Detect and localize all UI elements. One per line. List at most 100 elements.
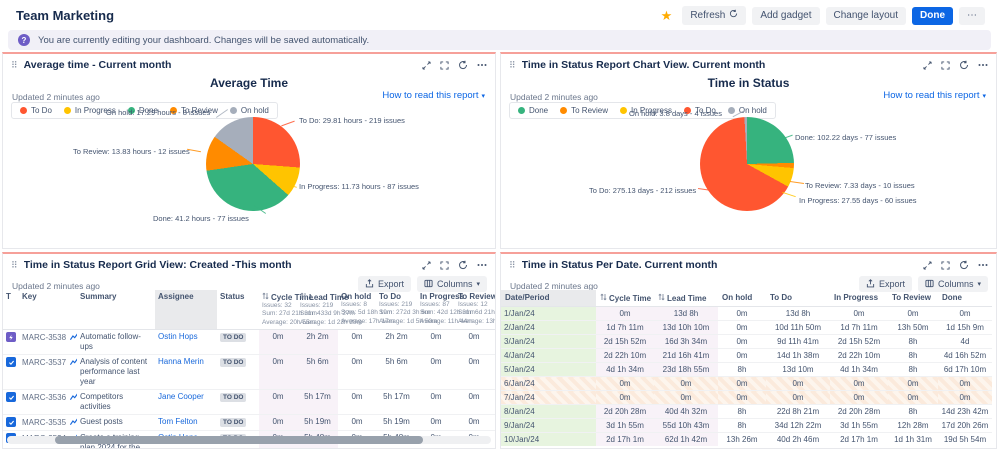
gadget-header-icons: [422, 260, 487, 270]
fullscreen-gadget-icon[interactable]: [941, 261, 950, 270]
drag-handle-icon[interactable]: ⠿: [509, 260, 516, 271]
legend-item[interactable]: On hold: [728, 106, 767, 115]
fullscreen-gadget-icon[interactable]: [440, 61, 449, 70]
average-time-pie-chart[interactable]: [206, 117, 300, 211]
value-cell: 0m: [938, 307, 992, 321]
value-cell: 0m: [888, 391, 938, 405]
legend-item[interactable]: Done: [518, 106, 548, 115]
gadget-more-icon[interactable]: [477, 63, 487, 67]
value-cell: 0m: [455, 355, 493, 390]
refresh-button[interactable]: Refresh: [682, 6, 746, 25]
gadget-more-icon[interactable]: [978, 63, 988, 67]
per-date-table-container: Date/PeriodCycle TimeLead TimeOn holdTo …: [501, 290, 996, 448]
date-row: 8/Jan/242d 20h 28m40d 4h 32m8h22d 8h 21m…: [501, 405, 992, 419]
stat-sum: Sum: 272d 3h 6m: [379, 309, 414, 317]
refresh-gadget-icon[interactable]: [458, 60, 468, 70]
more-button[interactable]: ⋯: [959, 7, 985, 25]
fullscreen-gadget-icon[interactable]: [941, 61, 950, 70]
minimize-gadget-icon[interactable]: [923, 261, 932, 270]
column-header-t: T: [3, 290, 19, 330]
assignee-link[interactable]: Jane Cooper: [158, 392, 204, 401]
value-cell: 0m: [830, 391, 888, 405]
drag-handle-icon[interactable]: ⠿: [11, 260, 18, 271]
date-cell: 7/Jan/24: [501, 391, 596, 405]
minimize-gadget-icon[interactable]: [422, 61, 431, 70]
favorite-star-icon[interactable]: ★: [661, 8, 673, 24]
stat-sum: Sum: 5d 18h 19m: [341, 309, 373, 317]
sort-icon[interactable]: [262, 292, 269, 302]
legend-item[interactable]: On hold: [230, 106, 269, 115]
value-cell: 2h 2m: [376, 330, 417, 355]
minimize-gadget-icon[interactable]: [923, 61, 932, 70]
refresh-gadget-icon[interactable]: [959, 260, 969, 270]
issue-key: MARC-3535: [22, 418, 66, 427]
column-header-cycle-time[interactable]: Cycle TimeIssues: 32Sum: 27d 21h 31mAver…: [259, 290, 297, 330]
value-cell: 62d 1h 42m: [654, 433, 718, 447]
legend-item[interactable]: To Do: [20, 106, 52, 115]
refresh-gadget-icon[interactable]: [959, 60, 969, 70]
fullscreen-gadget-icon[interactable]: [440, 261, 449, 270]
scrollbar-thumb[interactable]: [55, 436, 423, 444]
assignee-cell: Hanna Merin: [155, 355, 217, 390]
value-cell: 23d 18h 55m: [654, 363, 718, 377]
label-leader-line: [281, 121, 294, 127]
value-cell: 2h 2m: [297, 330, 338, 355]
issue-type-icon: [6, 417, 16, 427]
column-header-to-review: To Review: [888, 290, 938, 307]
how-to-read-link[interactable]: How to read this report▾: [382, 90, 485, 101]
legend-item[interactable]: To Review: [560, 106, 608, 115]
issue-key-cell: MARC-3536: [19, 390, 77, 415]
how-to-read-label: How to read this report: [883, 90, 979, 101]
assignee-link[interactable]: Hanna Merin: [158, 357, 204, 366]
done-button[interactable]: Done: [912, 7, 953, 25]
assignee-link[interactable]: Tom Felton: [158, 417, 198, 426]
value-cell: 8h: [888, 335, 938, 349]
issue-summary: Competitors activities: [77, 390, 155, 415]
time-in-status-pie-chart[interactable]: [700, 117, 794, 211]
column-header-assignee: Assignee: [155, 290, 217, 330]
gadget-time-in-status-chart: ⠿ Time in Status Report Chart View. Curr…: [500, 52, 997, 249]
value-cell: 0m: [766, 391, 830, 405]
columns-label: Columns: [938, 279, 974, 289]
gadget-title: Time in Status Per Date. Current month: [522, 259, 917, 271]
refresh-gadget-icon[interactable]: [458, 260, 468, 270]
value-cell: 1d 7h 11m: [596, 321, 654, 335]
column-header-cycle-time[interactable]: Cycle Time: [596, 290, 654, 307]
value-cell: 0m: [766, 377, 830, 391]
drag-handle-icon[interactable]: ⠿: [11, 60, 18, 71]
status-badge: TO DO: [220, 393, 246, 402]
assignee-link[interactable]: Ostin Hops: [158, 332, 198, 341]
how-to-read-link[interactable]: How to read this report▾: [883, 90, 986, 101]
value-cell: 1d 15h 9m: [938, 321, 992, 335]
view-chart-icon[interactable]: [69, 357, 77, 368]
change-layout-button[interactable]: Change layout: [826, 7, 907, 25]
view-chart-icon[interactable]: [69, 392, 77, 403]
pie-slice-label: To Do: 275.13 days - 212 issues: [589, 186, 696, 195]
date-row: 7/Jan/240m0m0m0m0m0m0m: [501, 391, 992, 405]
view-chart-icon[interactable]: [69, 332, 77, 343]
value-cell: 2d 20h 28m: [830, 405, 888, 419]
column-header-lead-time[interactable]: Lead Time: [654, 290, 718, 307]
gadget-more-icon[interactable]: [477, 263, 487, 267]
date-cell: 5/Jan/24: [501, 363, 596, 377]
add-gadget-button[interactable]: Add gadget: [752, 7, 819, 25]
minimize-gadget-icon[interactable]: [422, 261, 431, 270]
column-header-to-do: To Do: [766, 290, 830, 307]
pie-slice-label: In Progress: 11.73 hours - 87 issues: [299, 182, 419, 191]
pie-slice-label: In Progress: 27.55 days - 60 issues: [799, 196, 917, 205]
issue-type-icon: [6, 392, 16, 402]
sort-icon[interactable]: [300, 292, 307, 302]
sort-icon[interactable]: [600, 293, 607, 303]
value-cell: 5h 6m: [297, 355, 338, 390]
sort-icon[interactable]: [658, 293, 665, 303]
drag-handle-icon[interactable]: ⠿: [509, 60, 516, 71]
gadget-more-icon[interactable]: [978, 263, 988, 267]
value-cell: 0m: [888, 377, 938, 391]
value-cell: 0m: [417, 390, 455, 415]
export-icon: [365, 279, 374, 290]
stat-issues: Issues: 32: [262, 302, 294, 310]
pie-slice-label: On hold: 17.29 hours - 8 issues: [106, 108, 210, 117]
view-chart-icon[interactable]: [69, 417, 77, 428]
column-header-lead-time[interactable]: Lead TimeIssues: 219Sum: 433d 9h 27mAver…: [297, 290, 338, 330]
chevron-down-icon: ▾: [481, 92, 485, 100]
